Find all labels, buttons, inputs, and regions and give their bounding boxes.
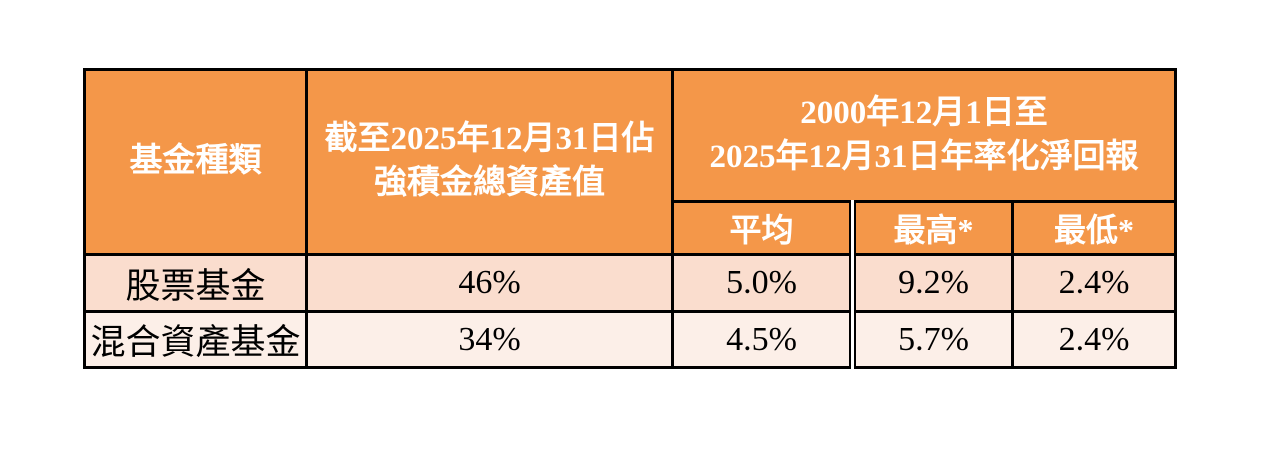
cell-fund-name: 股票基金 — [83, 253, 308, 313]
fund-returns-table: 基金種類 截至2025年12月31日佔 強積金總資產值 2000年12月1日至 … — [83, 68, 1177, 369]
subheader-lowest: 最低* — [1011, 200, 1177, 256]
header-return-period: 2000年12月1日至 2025年12月31日年率化淨回報 — [671, 68, 1177, 203]
cell-fund-name: 混合資產基金 — [83, 310, 308, 369]
cell-asset-share: 34% — [305, 310, 674, 369]
header-asset-share: 截至2025年12月31日佔 強積金總資產值 — [305, 68, 674, 256]
cell-average: 4.5% — [671, 310, 854, 369]
cell-asset-share: 46% — [305, 253, 674, 313]
header-fund-type: 基金種類 — [83, 68, 308, 256]
table-row: 混合資產基金 34% 4.5% 5.7% 2.4% — [83, 310, 1177, 369]
cell-lowest: 2.4% — [1011, 253, 1177, 313]
table-row: 股票基金 46% 5.0% 9.2% 2.4% — [83, 253, 1177, 313]
table-header-row: 基金種類 截至2025年12月31日佔 強積金總資產值 2000年12月1日至 … — [83, 68, 1177, 256]
cell-lowest: 2.4% — [1011, 310, 1177, 369]
cell-average: 5.0% — [671, 253, 854, 313]
cell-highest: 5.7% — [849, 310, 1014, 369]
table-subheader-row: 平均 最高* 最低* — [85, 200, 1177, 256]
subheader-average: 平均 — [671, 200, 854, 256]
cell-highest: 9.2% — [849, 253, 1014, 313]
subheader-highest: 最高* — [849, 200, 1014, 256]
